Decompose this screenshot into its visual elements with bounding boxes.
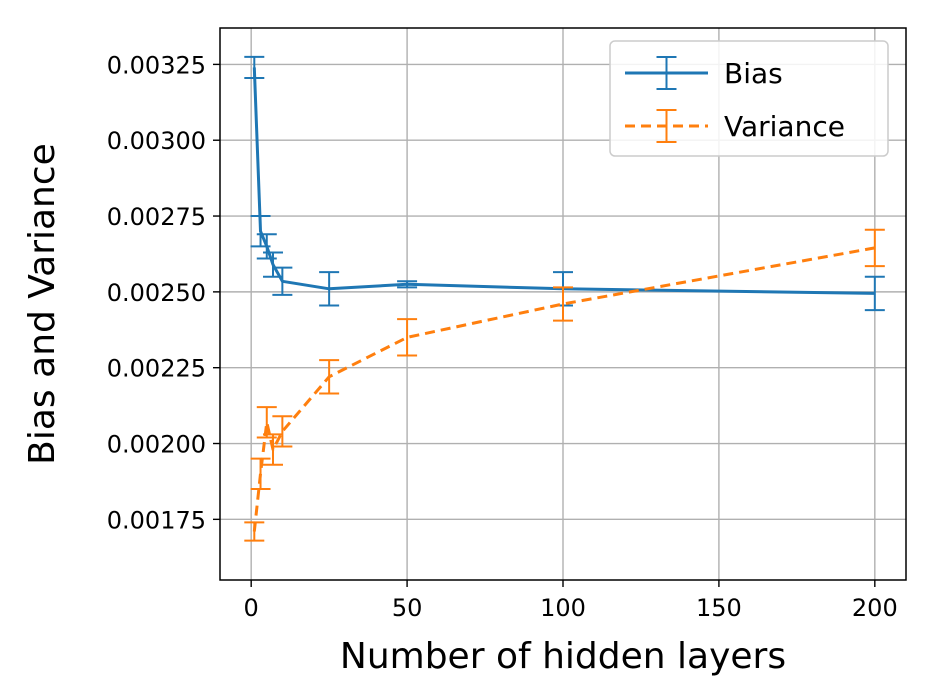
- y-tick-label: 0.00300: [107, 127, 206, 155]
- bias-series: [244, 55, 885, 312]
- x-tick-label: 50: [392, 594, 423, 622]
- x-tick-label: 0: [244, 594, 259, 622]
- y-tick-label: 0.00250: [107, 279, 206, 307]
- legend: Bias Variance: [609, 40, 889, 157]
- variance-line: [252, 246, 876, 532]
- variance-series: [244, 228, 885, 542]
- x-tick-label: 200: [852, 594, 898, 622]
- y-tick-label: 0.00200: [107, 431, 206, 459]
- y-tick-label: 0.00275: [107, 203, 206, 231]
- ticks: 0 50 100 150 200 0.00175 0.00200 0.00225 0.00250…: [107, 51, 898, 622]
- x-axis-label: Number of hidden layers: [340, 636, 786, 677]
- series-layer: [244, 55, 885, 542]
- legend-bias-label: Bias: [724, 57, 783, 90]
- y-tick-label: 0.00175: [107, 506, 206, 534]
- y-tick-label: 0.00325: [107, 51, 206, 79]
- y-tick-label: 0.00225: [107, 355, 206, 383]
- x-tick-label: 150: [696, 594, 742, 622]
- legend-variance-label: Variance: [724, 110, 845, 143]
- y-axis-label: Bias and Variance: [22, 143, 63, 465]
- x-tick-label: 100: [540, 594, 586, 622]
- bias-line: [252, 67, 875, 295]
